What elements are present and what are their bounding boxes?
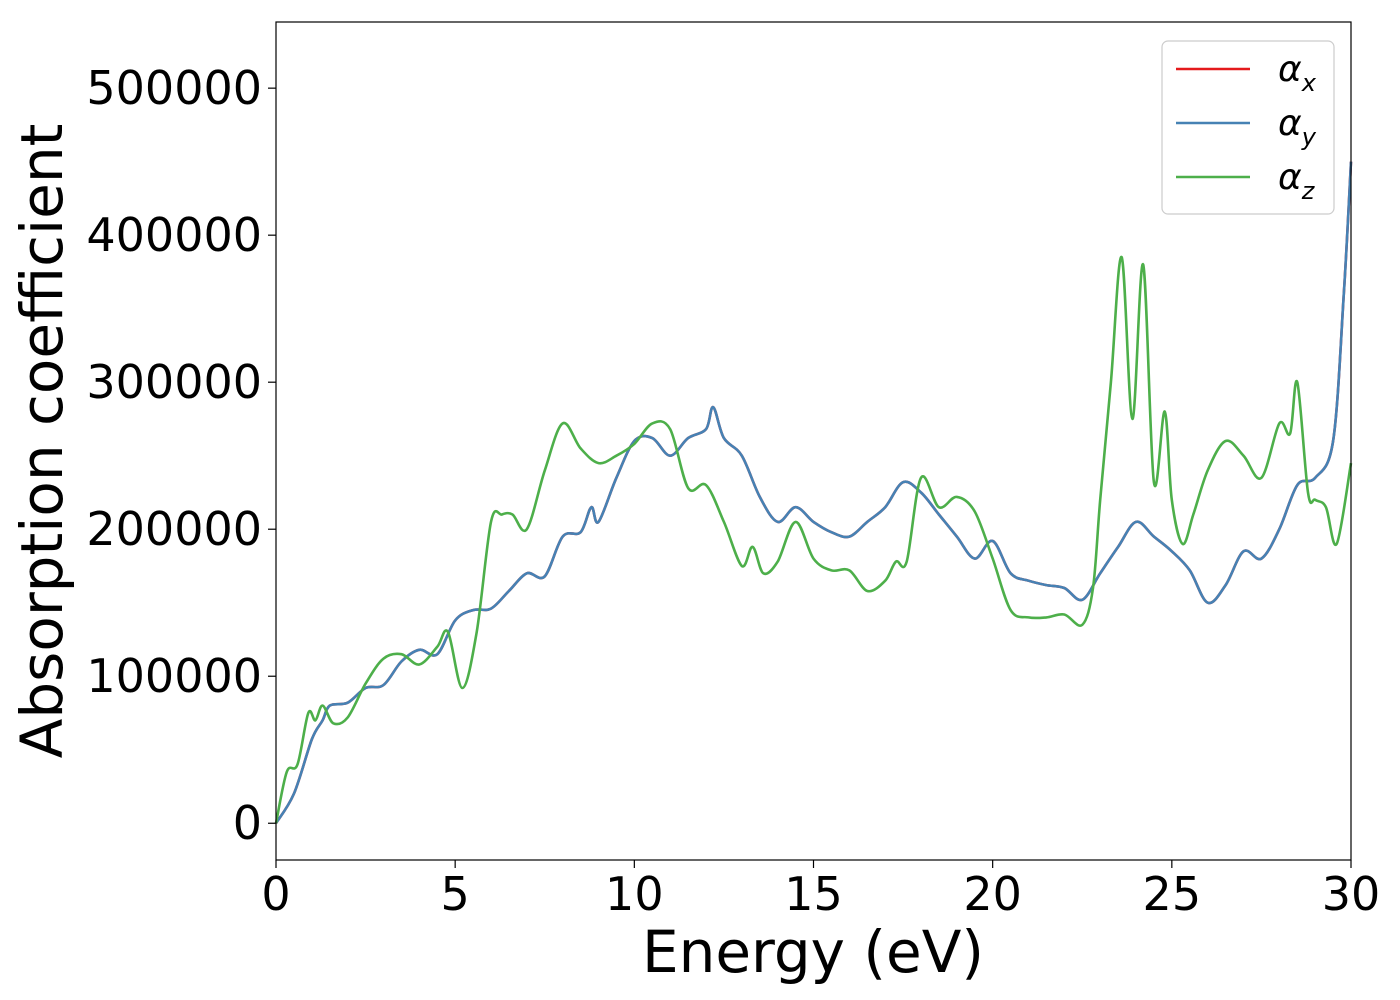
x-axis: 0 5 10 15 20 25 30: [261, 860, 1380, 921]
x-tick-label: 5: [441, 867, 470, 921]
y-axis-label: Absorption coefficient: [8, 124, 76, 759]
y-tick-label: 0: [233, 796, 262, 850]
series-line-y: [274, 161, 1353, 824]
legend-box: [1161, 40, 1335, 215]
series-layer: [274, 161, 1353, 824]
x-axis-label: Energy (eV): [642, 918, 984, 986]
y-tick-label: 300000: [86, 355, 262, 409]
x-tick-label: 20: [963, 867, 1022, 921]
series-line-z: [274, 255, 1353, 824]
x-tick-label: 15: [784, 867, 843, 921]
y-axis: 0 100000 200000 300000 400000 500000: [86, 61, 276, 850]
y-tick-label: 500000: [86, 61, 262, 115]
x-tick-label: 25: [1143, 867, 1202, 921]
y-tick-label: 400000: [86, 208, 262, 262]
y-tick-label: 100000: [86, 649, 262, 703]
x-tick-label: 30: [1322, 867, 1381, 921]
x-tick-label: 0: [261, 867, 290, 921]
x-tick-label: 10: [605, 867, 664, 921]
y-tick-label: 200000: [86, 502, 262, 556]
